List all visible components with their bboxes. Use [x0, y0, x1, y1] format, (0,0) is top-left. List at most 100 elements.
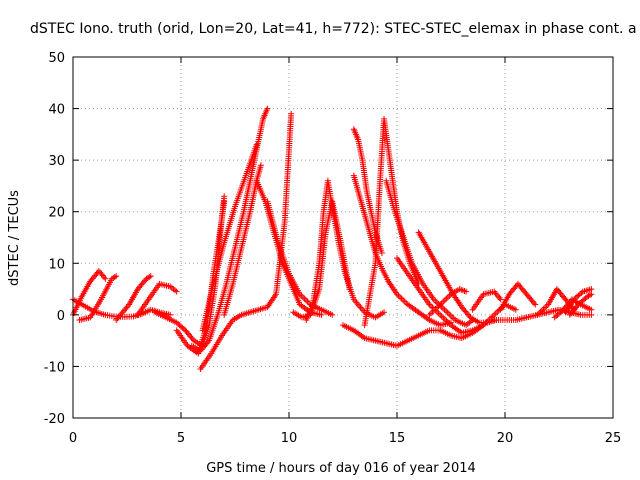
- data-point-marker: [378, 249, 385, 256]
- axes: [72, 56, 614, 419]
- data-series: [340, 322, 444, 349]
- data-point-marker: [512, 306, 519, 313]
- data-point-marker: [397, 294, 404, 301]
- data-series: [350, 126, 385, 256]
- data-point-marker: [586, 292, 593, 299]
- data-series: [415, 229, 500, 326]
- data-point-marker: [318, 311, 325, 318]
- data-point-marker: [437, 311, 444, 318]
- y-tick-label: -10: [44, 360, 65, 375]
- data-point-marker: [483, 319, 490, 326]
- data-point-marker: [111, 274, 118, 281]
- data-point-marker: [432, 305, 439, 312]
- data-point-marker: [554, 311, 561, 318]
- data-point-marker: [221, 193, 228, 200]
- data-series: [350, 172, 454, 329]
- data-series: [303, 177, 388, 324]
- data-point-marker: [427, 303, 434, 310]
- data-point-marker: [302, 297, 309, 304]
- data-point-marker: [492, 310, 499, 317]
- data-point-marker: [102, 275, 109, 282]
- y-tick-label: 50: [48, 51, 65, 66]
- data-point-marker: [588, 311, 595, 318]
- data-series: [113, 273, 154, 324]
- data-series: [437, 301, 519, 342]
- data-point-marker: [578, 289, 585, 296]
- data-series: [566, 291, 595, 318]
- data-point-marker: [576, 300, 583, 307]
- plot-frame: [72, 56, 614, 419]
- data-point-marker: [443, 308, 450, 315]
- data-series: [188, 105, 271, 354]
- data-point-marker: [146, 274, 153, 281]
- data-point-marker: [466, 312, 473, 319]
- data-point-marker: [557, 309, 564, 316]
- data-point-marker: [329, 311, 336, 318]
- data-point-marker: [440, 314, 447, 321]
- data-point-marker: [435, 310, 442, 317]
- data-point-marker: [588, 306, 595, 313]
- data-series: [469, 288, 504, 313]
- x-tick-label: 5: [177, 431, 185, 446]
- data-point-marker: [189, 336, 196, 343]
- data-point-marker: [444, 294, 451, 301]
- data-point-marker: [463, 288, 470, 295]
- data-series: [383, 177, 476, 329]
- data-point-marker: [441, 306, 448, 313]
- data-point-marker: [542, 304, 549, 311]
- data-point-marker: [400, 297, 407, 304]
- y-tick-label: 0: [57, 309, 65, 324]
- data-point-marker: [558, 307, 565, 314]
- data-point-marker: [497, 296, 504, 303]
- data-point-marker: [304, 298, 311, 305]
- data-point-marker: [173, 319, 180, 326]
- y-tick-label: 20: [48, 206, 65, 221]
- data-series: [134, 280, 180, 318]
- data-point-marker: [381, 309, 388, 316]
- data-point-marker: [178, 323, 184, 330]
- x-tick-label: 25: [605, 431, 622, 446]
- data-point-marker: [257, 162, 264, 169]
- data-points: [70, 105, 595, 373]
- data-point-marker: [531, 300, 538, 307]
- data-point-marker: [253, 141, 260, 148]
- data-point-marker: [578, 298, 585, 305]
- x-tick-label: 0: [69, 431, 77, 446]
- data-point-marker: [204, 339, 211, 346]
- y-axis-label: dSTEC / TECUs: [7, 190, 22, 286]
- data-point-marker: [574, 293, 580, 300]
- data-point-marker: [441, 297, 448, 304]
- data-point-marker: [447, 312, 454, 319]
- data-point-marker: [147, 273, 154, 280]
- data-point-marker: [438, 313, 445, 320]
- data-point-marker: [588, 291, 595, 298]
- data-point-marker: [576, 291, 583, 298]
- data-series: [70, 268, 109, 318]
- data-point-marker: [176, 322, 183, 329]
- data-series: [426, 286, 470, 318]
- x-tick-label: 20: [497, 431, 514, 446]
- data-point-marker: [264, 105, 271, 112]
- data-point-marker: [173, 288, 180, 295]
- data-series: [497, 280, 539, 313]
- data-point-marker: [443, 295, 450, 302]
- grid: [73, 57, 613, 418]
- data-point-marker: [556, 310, 562, 317]
- data-series: [76, 273, 120, 324]
- data-point-marker: [532, 301, 539, 308]
- data-series: [199, 141, 260, 334]
- data-point-marker: [432, 297, 439, 304]
- y-tick-label: -20: [44, 412, 65, 427]
- data-point-marker: [588, 286, 595, 293]
- data-point-marker: [175, 320, 182, 327]
- data-series: [551, 296, 595, 321]
- data-point-marker: [221, 198, 228, 205]
- data-point-marker: [180, 326, 187, 333]
- y-tick-label: 10: [48, 257, 65, 272]
- data-point-marker: [167, 311, 174, 318]
- data-point-marker: [446, 311, 453, 318]
- chart-title: dSTEC Iono. truth (orid, Lon=20, Lat=41,…: [30, 21, 637, 37]
- data-series: [173, 198, 228, 357]
- data-point-marker: [575, 292, 582, 299]
